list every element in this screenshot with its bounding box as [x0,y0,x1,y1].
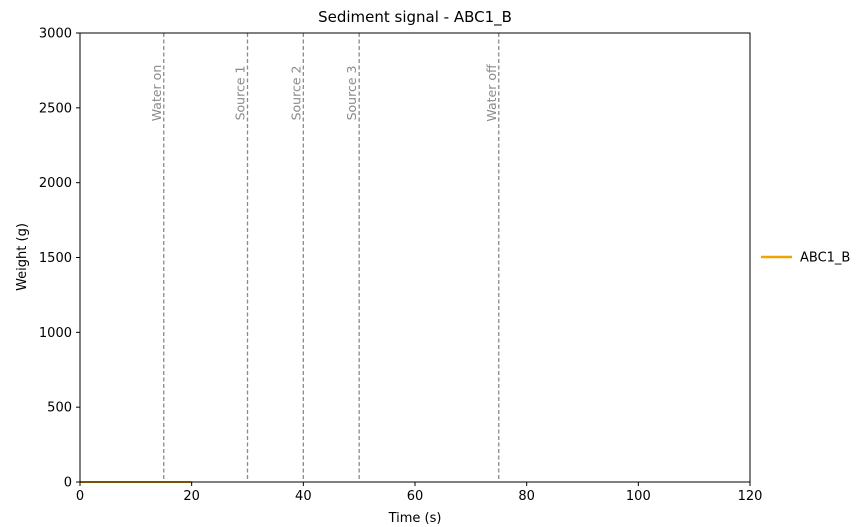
x-tick-label: 40 [295,489,312,504]
x-tick-label: 100 [626,489,651,504]
marker-line-label: Water off [484,64,499,122]
marker-lines: Water on Source 1 Source 2 Source 3 Water of… [149,33,500,482]
y-tick-label: 500 [47,401,72,416]
x-tick-label: 20 [183,489,200,504]
legend: ABC1_B [761,251,850,266]
y-axis-ticks: 0 500 1000 1500 2000 2500 3000 [39,27,80,491]
y-tick-label: 0 [64,476,72,491]
y-tick-label: 1000 [39,326,72,341]
x-tick-label: 0 [76,489,84,504]
y-tick-label: 1500 [39,251,72,266]
x-tick-label: 80 [518,489,535,504]
y-tick-label: 2500 [39,101,72,116]
y-axis-label: Weight (g) [15,223,30,291]
x-tick-label: 60 [407,489,424,504]
legend-label: ABC1_B [800,251,850,266]
chart-title: Sediment signal - ABC1_B [318,8,512,27]
marker-line-label: Source 2 [288,66,303,121]
x-axis-label: Time (s) [388,511,442,526]
marker-line-label: Water on [149,65,164,122]
x-tick-label: 120 [738,489,763,504]
marker-line-label: Source 1 [233,66,248,121]
x-axis-ticks: 0 20 40 60 80 100 120 [76,482,763,504]
y-tick-label: 2000 [39,176,72,191]
y-tick-label: 3000 [39,27,72,42]
marker-line-label: Source 3 [344,66,359,121]
